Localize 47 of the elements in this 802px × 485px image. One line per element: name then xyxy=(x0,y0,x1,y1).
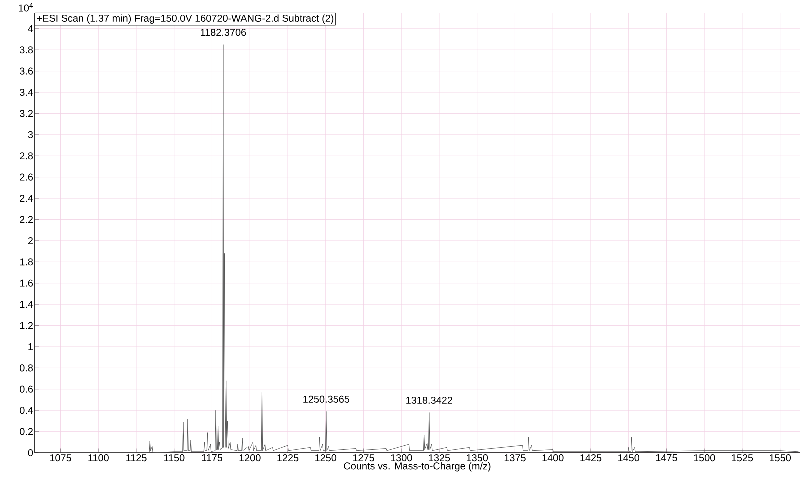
y-tick-label: 0.6 xyxy=(20,386,34,393)
y-tick-label: 2.4 xyxy=(20,195,34,202)
x-tick-label: 1525 xyxy=(732,454,754,462)
annotation: 1182.3706 xyxy=(200,29,246,36)
y-tick-label: 1 xyxy=(28,344,33,350)
x-tick-label: 1375 xyxy=(504,454,526,462)
y-tick-label: 1.6 xyxy=(20,280,34,287)
x-tick-label: 1300 xyxy=(391,454,412,462)
y-axis-title: 10$^{4}$ xyxy=(19,3,34,12)
y-tick-label: 3.6 xyxy=(20,68,34,75)
x-tick-label: 1075 xyxy=(50,454,72,462)
y-tick-label: 0.4 xyxy=(20,407,34,414)
y-tick-label: 2.2 xyxy=(20,216,33,224)
x-tick-label: 1225 xyxy=(278,454,299,462)
annotation: 1318.3422 xyxy=(406,396,452,404)
x-tick-label: 1150 xyxy=(164,454,185,462)
y-tick-label: 3.8 xyxy=(20,46,34,54)
y-tick-label: 1.2 xyxy=(20,322,33,330)
x-tick-label: 1350 xyxy=(467,454,488,462)
x-tick-label: 1500 xyxy=(694,454,716,462)
x-tick-label: 1125 xyxy=(126,454,147,462)
x-tick-label: 1450 xyxy=(618,454,640,462)
x-tick-label: 1475 xyxy=(656,454,678,462)
y-tick-label: 0.8 xyxy=(20,364,34,372)
x-tick-label: 1550 xyxy=(770,454,792,462)
y-tick-label: 3.2 xyxy=(20,110,33,118)
y-tick-label: 2.6 xyxy=(20,174,34,181)
x-tick-label: 1175 xyxy=(202,454,223,462)
y-tick-label: 3.4 xyxy=(20,88,34,96)
x-tick-label: 1425 xyxy=(580,454,602,462)
chart-title: +ESI Scan (1.37 min) Frag=150.0V 160720-WANG-2.d Subtract (2) xyxy=(37,14,334,24)
x-tick-label: 1325 xyxy=(429,454,450,462)
x-tick-label: 1200 xyxy=(240,454,261,462)
x-tick-label: 1250 xyxy=(316,454,337,462)
y-tick-label: 0 xyxy=(28,449,34,457)
y-tick-label: 3 xyxy=(28,131,34,138)
y-tick-label: 0.2 xyxy=(20,428,33,436)
x-axis-title: Counts vs. Mass-to-Charge (m/z) xyxy=(344,462,491,472)
x-tick-label: 1400 xyxy=(542,454,564,462)
y-tick-label: 1.4 xyxy=(20,301,34,308)
x-tick-label: 1100 xyxy=(88,454,109,462)
y-tick-label: 2.8 xyxy=(20,152,34,160)
y-tick-label: 2 xyxy=(28,237,33,244)
y-tick-label: 4 xyxy=(28,25,34,32)
annotation: 1250.3565 xyxy=(304,396,350,403)
x-tick-label: 1275 xyxy=(353,454,374,462)
y-tick-label: 1.8 xyxy=(20,258,34,266)
